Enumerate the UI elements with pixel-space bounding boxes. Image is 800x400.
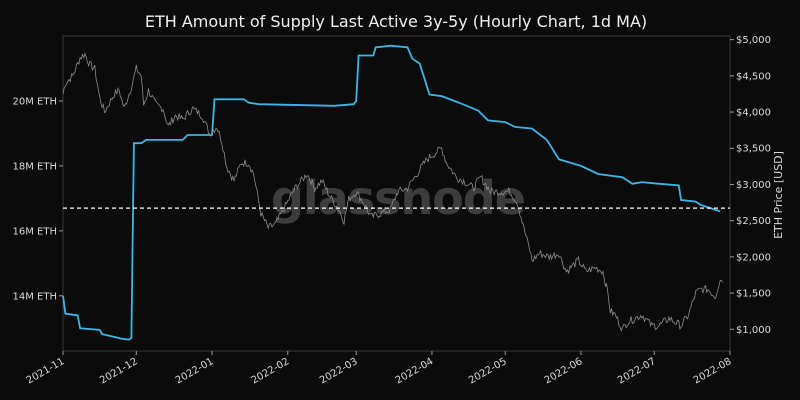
chart-title: ETH Amount of Supply Last Active 3y-5y (…: [145, 12, 647, 31]
y-right-axis-label: ETH Price [USD]: [772, 151, 785, 239]
x-tick-label: 2022-07: [616, 356, 658, 386]
y-right-tick-label: $2,500: [736, 216, 771, 227]
y-right-tick-label: $4,000: [736, 108, 771, 119]
price-series-line: [62, 52, 724, 332]
y-right-tick-label: $3,500: [736, 144, 771, 155]
y-left-tick-label: 18M ETH: [13, 161, 57, 172]
y-right-tick-label: $4,500: [736, 71, 771, 82]
y-left-tick-label: 14M ETH: [13, 291, 57, 302]
series-layer: [62, 44, 730, 341]
y-right-tick-label: $2,000: [736, 252, 771, 263]
x-tick-label: 2022-04: [394, 356, 436, 386]
x-tick-label: 2022-08: [692, 356, 734, 386]
supply-series-line: [62, 44, 721, 341]
x-tick-label: 2022-01: [174, 356, 216, 386]
chart-frame: [62, 35, 731, 352]
x-tick-label: 2021-11: [25, 356, 67, 386]
x-tick-label: 2022-06: [543, 356, 585, 386]
y-right-tick-label: $1,000: [736, 325, 771, 336]
watermark-glassnode: glassnode: [271, 171, 525, 225]
x-tick-label: 2021-12: [98, 356, 140, 386]
plot-frame: [62, 35, 731, 352]
y-right-tick-label: $1,500: [736, 289, 771, 300]
x-tick-label: 2022-03: [318, 356, 360, 386]
y-left-tick-label: 20M ETH: [13, 96, 57, 107]
y-right-tick-label: $5,000: [736, 35, 771, 46]
x-tick-label: 2022-05: [467, 356, 509, 386]
x-tick-label: 2022-02: [250, 356, 292, 386]
y-left-tick-label: 16M ETH: [13, 226, 57, 237]
y-right-tick-label: $3,000: [736, 180, 771, 191]
